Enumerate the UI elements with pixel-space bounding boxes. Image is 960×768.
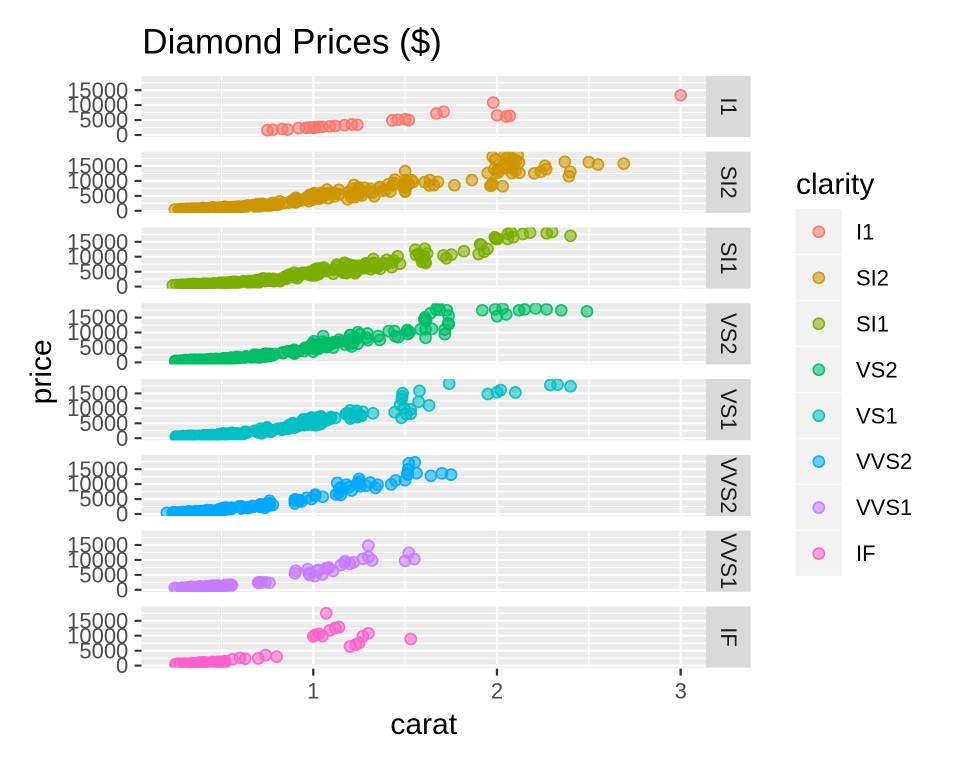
svg-text:15000: 15000 — [67, 608, 128, 633]
svg-text:VVS1: VVS1 — [856, 495, 912, 520]
svg-text:Diamond Prices ($): Diamond Prices ($) — [142, 23, 442, 62]
svg-text:SI2: SI2 — [716, 166, 741, 199]
svg-text:SI2: SI2 — [856, 265, 889, 290]
svg-text:VS1: VS1 — [856, 403, 898, 428]
svg-text:1: 1 — [307, 679, 319, 704]
svg-text:0: 0 — [116, 123, 128, 148]
svg-text:10000: 10000 — [67, 623, 128, 648]
svg-text:5000: 5000 — [79, 638, 128, 663]
svg-text:I1: I1 — [716, 97, 741, 115]
svg-text:10000: 10000 — [67, 93, 128, 118]
svg-text:I1: I1 — [856, 219, 874, 244]
svg-text:15000: 15000 — [67, 457, 128, 482]
svg-text:VVS2: VVS2 — [716, 457, 741, 513]
svg-text:5000: 5000 — [79, 259, 128, 284]
svg-text:5000: 5000 — [79, 411, 128, 436]
svg-text:5000: 5000 — [79, 487, 128, 512]
svg-text:0: 0 — [116, 350, 128, 375]
svg-text:15000: 15000 — [67, 229, 128, 254]
svg-text:15000: 15000 — [67, 78, 128, 103]
svg-text:15000: 15000 — [67, 533, 128, 558]
svg-text:5000: 5000 — [79, 108, 128, 133]
svg-text:10000: 10000 — [67, 472, 128, 497]
svg-text:3: 3 — [675, 679, 687, 704]
svg-text:10000: 10000 — [67, 548, 128, 573]
svg-text:VVS1: VVS1 — [716, 533, 741, 589]
svg-text:IF: IF — [856, 541, 876, 566]
svg-text:15000: 15000 — [67, 381, 128, 406]
svg-text:VS2: VS2 — [856, 357, 898, 382]
svg-text:5000: 5000 — [79, 184, 128, 209]
svg-text:10000: 10000 — [67, 320, 128, 345]
svg-text:15000: 15000 — [67, 154, 128, 179]
svg-text:VS1: VS1 — [716, 389, 741, 431]
svg-text:0: 0 — [116, 502, 128, 527]
svg-text:2: 2 — [491, 679, 503, 704]
svg-text:IF: IF — [716, 627, 741, 647]
svg-text:0: 0 — [116, 198, 128, 223]
svg-text:10000: 10000 — [67, 396, 128, 421]
svg-text:5000: 5000 — [79, 563, 128, 588]
svg-text:10000: 10000 — [67, 244, 128, 269]
svg-text:15000: 15000 — [67, 305, 128, 330]
svg-text:0: 0 — [116, 274, 128, 299]
svg-text:0: 0 — [116, 577, 128, 602]
svg-text:SI1: SI1 — [856, 311, 889, 336]
svg-text:0: 0 — [116, 426, 128, 451]
svg-text:carat: carat — [390, 708, 457, 741]
svg-text:5000: 5000 — [79, 335, 128, 360]
svg-text:VS2: VS2 — [716, 313, 741, 355]
svg-text:SI1: SI1 — [716, 242, 741, 275]
svg-text:clarity: clarity — [796, 168, 874, 201]
svg-text:10000: 10000 — [67, 169, 128, 194]
svg-text:VVS2: VVS2 — [856, 449, 912, 474]
svg-text:price: price — [25, 339, 58, 404]
svg-text:0: 0 — [116, 653, 128, 678]
